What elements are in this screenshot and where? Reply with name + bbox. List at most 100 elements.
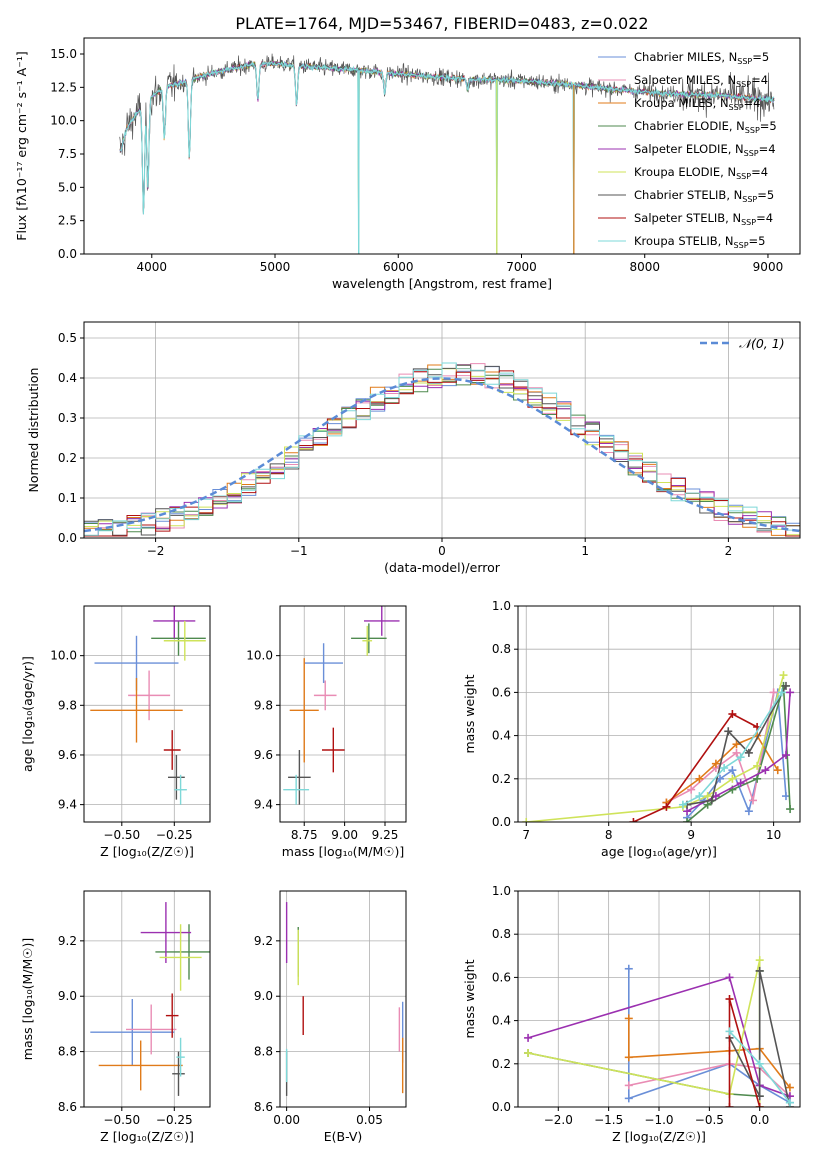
errorbar-point-5	[159, 924, 202, 991]
weight-line-4	[527, 976, 791, 1097]
x-tick-label: 9.00	[331, 828, 358, 842]
weight-marker	[773, 766, 782, 775]
x-tick-label: −0.50	[103, 828, 140, 842]
x-axis-label: wavelength [Angstrom, rest frame]	[332, 276, 552, 291]
x-tick-label: 8.75	[291, 828, 318, 842]
y-axis-label: mass weight	[462, 674, 477, 753]
x-tick-label: 1	[581, 544, 589, 558]
axes: 7 8 9 10 0.0 0.2 0.4 0.6 0.8 1.0 age [log₁₀(age/yr…	[462, 599, 801, 859]
weight-marker	[624, 1081, 633, 1090]
panel-weight-vs-age: 7 8 9 10 0.0 0.2 0.4 0.6 0.8 1.0 age [log₁₀(age/yr…	[462, 599, 801, 859]
weight-marker	[703, 792, 712, 801]
errorbar-point-3	[151, 620, 206, 656]
weight-marker	[707, 796, 716, 805]
weight-marker	[629, 818, 638, 822]
weight-line-3	[686, 685, 791, 822]
x-tick-label: 0.05	[356, 1113, 383, 1127]
y-tick-label: 0.4	[58, 371, 77, 385]
weight-line-6	[728, 970, 791, 1107]
weight-marker	[785, 1098, 794, 1107]
x-tick-label: 0	[438, 544, 446, 558]
legend-normal-label: 𝒩(0, 1)	[739, 336, 785, 351]
y-tick-label: 0.2	[492, 772, 511, 786]
y-tick-label: 9.4	[58, 798, 77, 812]
weight-marker	[678, 800, 687, 809]
x-tick-label: 6000	[383, 260, 414, 274]
x-axis-label: mass [log₁₀(M/M☉)]	[282, 844, 404, 859]
y-tick-label: 8.6	[58, 1100, 77, 1114]
weight-marker	[755, 966, 764, 975]
errorbar-point-8	[176, 1037, 185, 1077]
weight-marker	[779, 671, 788, 680]
weight-marker	[724, 727, 733, 736]
axes: −2 −1 0 1 2 0.0 0.1 0.2 0.3 0.4 0.5 (data-model)/er…	[26, 321, 801, 575]
x-axis-label: Z [log₁₀(Z/Z☉)]	[100, 1129, 194, 1144]
x-tick-label: 4000	[137, 260, 168, 274]
y-tick-label: 2.5	[58, 214, 77, 228]
legend-label-8: Kroupa STELIB, NSSP=5	[634, 234, 765, 250]
x-tick-label: −1.5	[594, 1113, 623, 1127]
x-axis-label: Z [log₁₀(Z/Z☉)]	[100, 844, 194, 859]
axes-frame	[83, 890, 211, 1108]
y-tick-label: 9.0	[254, 989, 273, 1003]
x-axis-label: age [log₁₀(age/yr)]	[601, 844, 717, 859]
y-tick-label: 0.2	[492, 1057, 511, 1071]
errorbar-point-6	[172, 1051, 185, 1096]
weight-marker	[728, 766, 737, 775]
panel-residuals: −2 −1 0 1 2 0.0 0.1 0.2 0.3 0.4 0.5 (data-model)/er…	[26, 321, 801, 575]
weight-marker	[761, 766, 770, 775]
weight-marker	[755, 1103, 764, 1107]
legend-label-3: Chabrier ELODIE, NSSP=5	[634, 119, 777, 135]
weight-marker	[624, 1053, 633, 1062]
weight-marker	[624, 964, 633, 973]
spectrum-legend: Chabrier MILES, NSSP=5 Salpeter MILES, NS…	[598, 50, 777, 250]
weight-marker	[732, 740, 741, 749]
plot-area	[90, 902, 210, 1096]
weight-marker	[769, 688, 778, 697]
axes-frame	[279, 605, 407, 823]
weight-marker	[524, 1033, 533, 1042]
panel-mass-vs-ebv: 0.00 0.05 8.6 8.8 9.0 9.2 E(B-V)	[254, 890, 407, 1144]
weight-marker	[683, 818, 692, 822]
grid	[84, 606, 210, 822]
x-tick-label: 10	[766, 828, 781, 842]
weight-marker	[524, 1049, 533, 1057]
y-tick-label: 0.6	[492, 685, 511, 699]
spectrum-model-8	[119, 61, 775, 254]
weight-marker	[781, 681, 790, 690]
weight-marker	[695, 774, 704, 783]
legend-label-1: Salpeter MILES, NSSP=4	[634, 73, 768, 89]
y-tick-label: 7.5	[58, 147, 77, 161]
x-tick-label: −0.5	[695, 1113, 724, 1127]
axes: −0.50 −0.25 8.6 8.8 9.0 9.2 Z [log₁₀(Z/Z☉)] mas…	[20, 890, 211, 1144]
weight-marker	[624, 1014, 633, 1023]
y-tick-label: 0.6	[492, 970, 511, 984]
y-tick-label: 9.8	[58, 698, 77, 712]
weight-marker	[728, 710, 737, 718]
weight-line-3	[527, 970, 761, 1098]
grid	[84, 322, 800, 539]
plot-area	[524, 956, 794, 1107]
y-tick-label: 0.8	[492, 927, 511, 941]
plot-area	[522, 671, 795, 822]
y-axis-label: age [log₁₀(age/yr)]	[20, 656, 35, 772]
weight-marker	[786, 688, 795, 697]
weight-marker	[728, 774, 737, 783]
y-tick-label: 9.0	[58, 989, 77, 1003]
weight-marker	[777, 688, 786, 697]
x-tick-label: −1	[290, 544, 308, 558]
weight-marker	[522, 818, 531, 822]
weight-marker	[725, 1103, 734, 1107]
x-tick-label: 0.00	[273, 1113, 300, 1127]
x-tick-label: 7	[522, 828, 530, 842]
errorbar-point-0	[304, 643, 343, 683]
y-tick-label: 0.0	[492, 1100, 511, 1114]
errorbar-point-2	[90, 678, 183, 743]
x-tick-label: 8000	[629, 260, 660, 274]
x-tick-label: 9000	[753, 260, 784, 274]
weight-marker	[755, 956, 764, 965]
errorbar-point-1	[313, 680, 337, 711]
y-tick-label: 0.1	[58, 491, 77, 505]
plot-area	[84, 362, 800, 538]
